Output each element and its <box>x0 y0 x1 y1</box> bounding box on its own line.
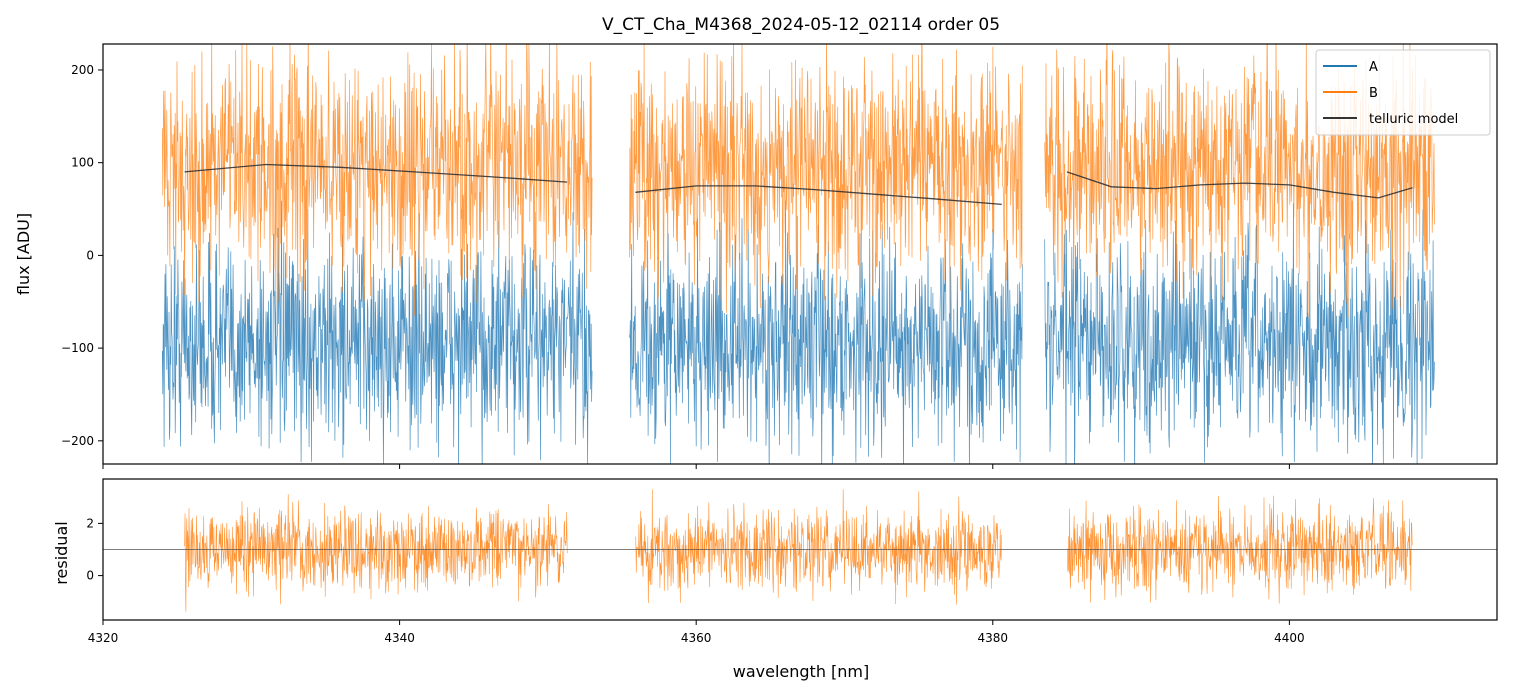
top-ytick-label: −200 <box>61 434 94 448</box>
bottom-xtick-label: 4320 <box>88 631 119 645</box>
residual-line <box>184 489 1413 612</box>
bottom-x-axis: 4320 4340 4360 4380 4400 <box>88 620 1305 645</box>
bottom-xtick-label: 4380 <box>978 631 1009 645</box>
series-b-line <box>161 44 1435 329</box>
bottom-ylabel: residual <box>52 521 71 584</box>
series-a-line <box>161 200 1435 464</box>
top-ylabel: flux [ADU] <box>14 213 33 295</box>
telluric-model-line <box>184 163 568 183</box>
legend: A B telluric model <box>1315 49 1491 136</box>
telluric-model-line <box>1066 171 1413 199</box>
legend-label-telluric: telluric model <box>1369 112 1458 127</box>
legend-label-b: B <box>1369 86 1378 101</box>
bottom-xlabel: wavelength [nm] <box>733 662 870 681</box>
chart-title: V_CT_Cha_M4368_2024-05-12_02114 order 05 <box>602 15 1000 35</box>
bottom-xtick-label: 4360 <box>681 631 712 645</box>
bottom-y-axis: 02 <box>86 516 103 583</box>
bottom-plot-area <box>103 489 1497 612</box>
telluric-model-line <box>635 185 1002 206</box>
legend-label-a: A <box>1369 60 1378 75</box>
bottom-panel: 02 4320 4340 4360 4380 4400 residual wavelen… <box>52 478 1498 681</box>
bottom-ytick-label: 0 <box>86 569 94 583</box>
top-panel: −200 −100 0 100 200 flux [ADU] A B telluric … <box>14 43 1498 469</box>
bottom-axes-frame <box>102 478 1498 621</box>
bottom-xtick-label: 4400 <box>1274 631 1305 645</box>
top-axes-frame <box>102 43 1498 465</box>
top-x-axis <box>102 464 1290 469</box>
top-ytick-label: 200 <box>71 63 94 77</box>
top-ytick-label: 100 <box>71 156 94 170</box>
top-ytick-label: 0 <box>86 248 94 262</box>
top-plot-area <box>161 44 1435 464</box>
legend-box <box>1315 49 1491 136</box>
top-ytick-label: −100 <box>61 341 94 355</box>
top-y-axis: −200 −100 0 100 200 <box>61 63 103 448</box>
bottom-ytick-label: 2 <box>86 516 94 530</box>
bottom-xtick-label: 4340 <box>384 631 415 645</box>
